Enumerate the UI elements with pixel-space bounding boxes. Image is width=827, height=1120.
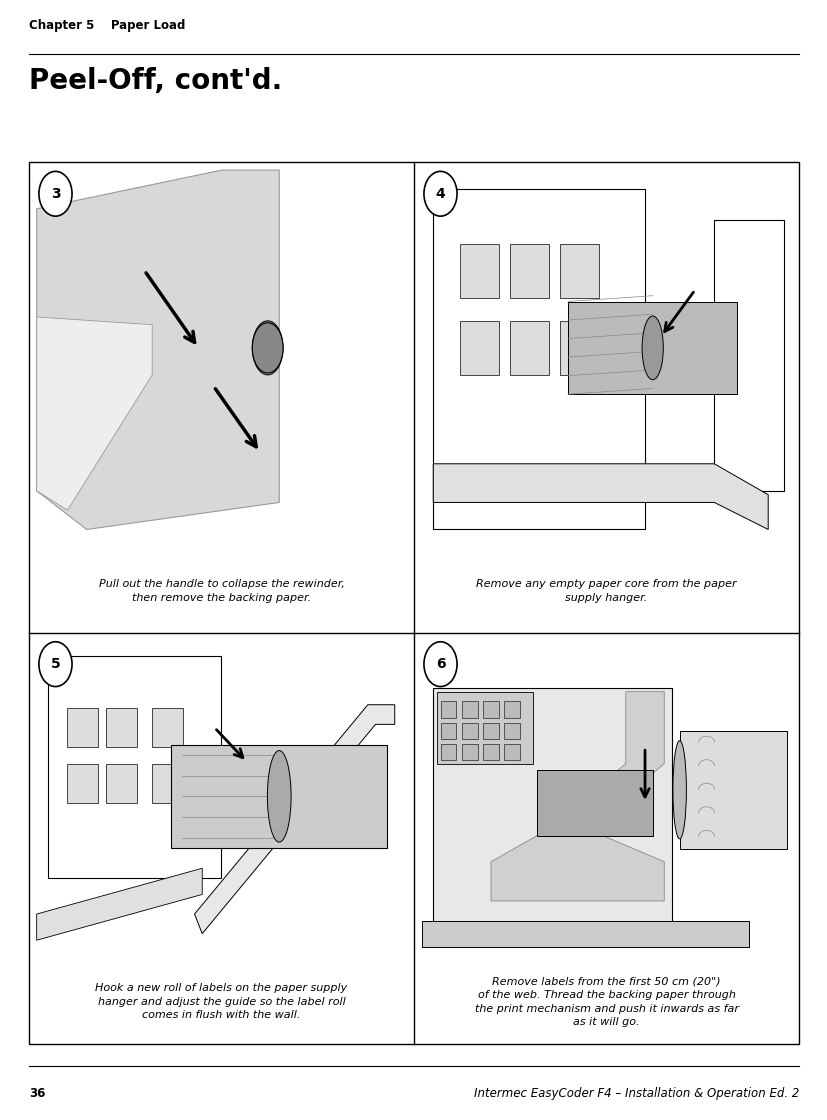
Polygon shape [490, 692, 663, 900]
Circle shape [423, 642, 457, 687]
Bar [679, 731, 786, 849]
Text: 5: 5 [50, 657, 60, 671]
Circle shape [423, 171, 457, 216]
Bar [152, 708, 183, 747]
Bar [68, 764, 98, 803]
Text: Hook a new roll of labels on the paper supply
hanger and adjust the guide so the: Hook a new roll of labels on the paper s… [95, 983, 347, 1020]
Bar [509, 320, 548, 375]
Bar [509, 243, 548, 298]
Bar [433, 689, 672, 934]
Bar [68, 708, 98, 747]
Polygon shape [36, 170, 279, 530]
Text: Remove labels from the first 50 cm (20")
of the web. Thread the backing paper th: Remove labels from the first 50 cm (20")… [474, 977, 738, 1027]
Bar [461, 744, 477, 760]
Bar [441, 701, 456, 718]
Text: Intermec EasyCoder F4 – Installation & Operation Ed. 2: Intermec EasyCoder F4 – Installation & O… [473, 1086, 798, 1100]
Bar [567, 301, 737, 394]
Text: Peel-Off, cont'd.: Peel-Off, cont'd. [29, 67, 282, 95]
Bar [171, 745, 386, 848]
Bar [504, 744, 519, 760]
Text: Pull out the handle to collapse the rewinder,
then remove the backing paper.: Pull out the handle to collapse the rewi… [98, 579, 344, 603]
Bar [441, 744, 456, 760]
Circle shape [39, 171, 72, 216]
Ellipse shape [252, 323, 283, 373]
Bar [106, 764, 136, 803]
Bar [441, 722, 456, 739]
Bar [460, 243, 498, 298]
Ellipse shape [252, 320, 283, 375]
Bar [461, 701, 477, 718]
Bar [106, 708, 136, 747]
Ellipse shape [672, 740, 686, 839]
Text: 4: 4 [435, 187, 445, 200]
Polygon shape [194, 704, 394, 934]
Text: Remove any empty paper core from the paper
supply hanger.: Remove any empty paper core from the pap… [476, 579, 736, 603]
Bar [537, 771, 652, 836]
Bar [48, 655, 222, 878]
Text: Chapter 5    Paper Load: Chapter 5 Paper Load [29, 19, 185, 32]
Bar [421, 921, 748, 946]
Bar [483, 744, 498, 760]
Polygon shape [36, 317, 152, 511]
Text: 36: 36 [29, 1086, 45, 1100]
Bar [504, 701, 519, 718]
Bar [483, 701, 498, 718]
Bar [437, 692, 533, 764]
Text: 3: 3 [50, 187, 60, 200]
Bar [560, 320, 598, 375]
Polygon shape [36, 868, 202, 940]
Bar [460, 320, 498, 375]
Bar [483, 722, 498, 739]
Bar [461, 722, 477, 739]
Circle shape [39, 642, 72, 687]
Text: 6: 6 [435, 657, 445, 671]
Bar [433, 189, 644, 530]
Bar [152, 764, 183, 803]
Bar [504, 722, 519, 739]
Ellipse shape [267, 750, 291, 842]
Bar [714, 221, 782, 491]
Polygon shape [433, 464, 767, 530]
Ellipse shape [642, 316, 662, 380]
Bar [29, 162, 798, 1044]
Bar [560, 243, 598, 298]
